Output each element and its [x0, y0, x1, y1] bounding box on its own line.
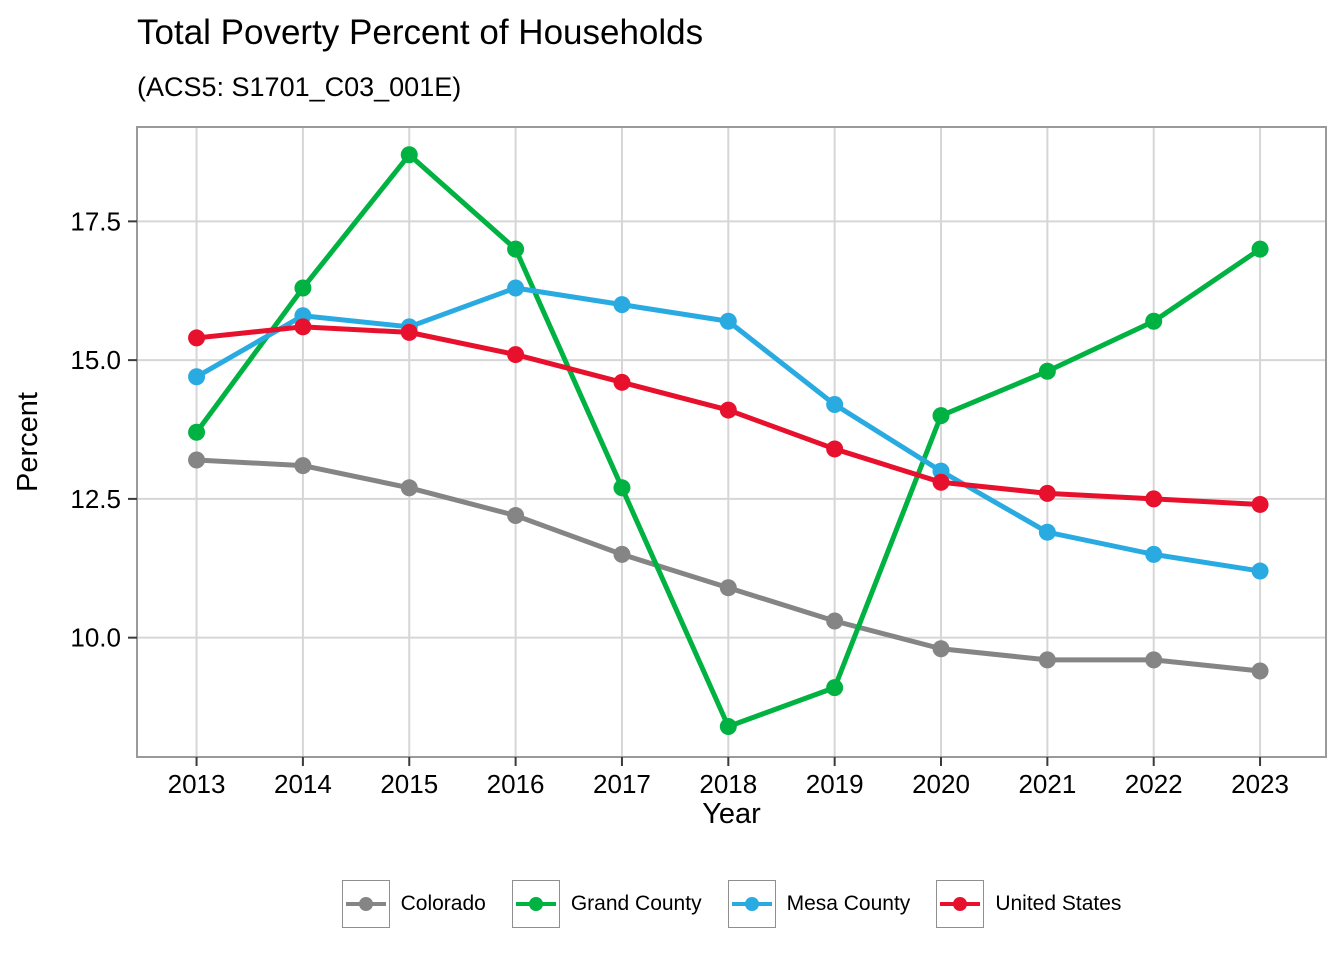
- data-point-mesa-county: [507, 279, 525, 297]
- data-point-colorado: [188, 451, 206, 469]
- data-point-mesa-county: [826, 396, 844, 414]
- data-point-united-states: [1038, 484, 1056, 502]
- x-tick-label: 2017: [593, 769, 651, 799]
- panel-background: [137, 127, 1326, 757]
- data-point-colorado: [1251, 662, 1269, 680]
- data-point-colorado: [294, 457, 312, 475]
- x-tick-label: 2015: [380, 769, 438, 799]
- legend-item-mesa-county: Mesa County: [727, 880, 911, 928]
- data-point-united-states: [1145, 490, 1163, 508]
- data-point-united-states: [400, 323, 418, 341]
- data-point-grand-county: [294, 279, 312, 297]
- data-point-grand-county: [1145, 312, 1163, 330]
- legend: Colorado Grand County Mesa County United St…: [137, 880, 1326, 928]
- data-point-grand-county: [400, 146, 418, 164]
- y-axis-title: Percent: [12, 392, 44, 492]
- chart-title: Total Poverty Percent of Households: [137, 13, 704, 52]
- data-point-colorado: [1038, 651, 1056, 669]
- data-point-colorado: [719, 579, 737, 597]
- legend-line-marker-icon: [511, 880, 560, 928]
- data-point-grand-county: [719, 717, 737, 735]
- chart-subtitle: (ACS5: S1701_C03_001E): [137, 72, 462, 102]
- x-tick-label: 2022: [1125, 769, 1183, 799]
- legend-line-marker-icon: [341, 880, 390, 928]
- x-axis-title: Year: [702, 798, 761, 830]
- legend-label: Mesa County: [786, 892, 911, 915]
- data-point-grand-county: [932, 407, 950, 425]
- data-point-colorado: [826, 612, 844, 630]
- data-point-mesa-county: [719, 312, 737, 330]
- data-point-united-states: [932, 473, 950, 491]
- data-point-united-states: [294, 318, 312, 336]
- y-tick-label: 10.0: [70, 623, 121, 653]
- data-point-united-states: [719, 401, 737, 419]
- panel-border: [136, 126, 1327, 758]
- data-point-grand-county: [1038, 362, 1056, 380]
- legend-item-colorado: Colorado: [341, 880, 486, 928]
- data-point-united-states: [1251, 495, 1269, 513]
- x-tick-label: 2016: [487, 769, 545, 799]
- legend-item-united-states: United States: [936, 880, 1121, 928]
- legend-item-grand-county: Grand County: [511, 880, 702, 928]
- x-tick-label: 2018: [699, 769, 757, 799]
- data-point-colorado: [400, 479, 418, 497]
- data-point-colorado: [932, 640, 950, 658]
- data-point-united-states: [613, 373, 631, 391]
- data-point-united-states: [826, 440, 844, 458]
- x-tick-label: 2021: [1018, 769, 1076, 799]
- data-point-mesa-county: [188, 368, 206, 386]
- legend-line-marker-icon: [936, 880, 985, 928]
- data-point-mesa-county: [1251, 562, 1269, 580]
- data-point-united-states: [507, 346, 525, 364]
- data-point-colorado: [1145, 651, 1163, 669]
- data-point-grand-county: [613, 479, 631, 497]
- data-point-grand-county: [507, 240, 525, 258]
- x-tick-label: 2013: [168, 769, 226, 799]
- x-tick-label: 2014: [274, 769, 332, 799]
- data-point-mesa-county: [1038, 523, 1056, 541]
- data-point-united-states: [188, 329, 206, 347]
- data-point-grand-county: [1251, 240, 1269, 258]
- y-tick-label: 12.5: [70, 484, 121, 514]
- x-tick-label: 2019: [806, 769, 864, 799]
- y-tick-label: 15.0: [70, 345, 121, 375]
- legend-label: United States: [995, 892, 1122, 915]
- x-tick-label: 2023: [1231, 769, 1289, 799]
- x-tick-label: 2020: [912, 769, 970, 799]
- legend-label: Colorado: [400, 892, 486, 915]
- legend-label: Grand County: [570, 892, 702, 915]
- data-point-colorado: [613, 545, 631, 563]
- data-point-mesa-county: [613, 296, 631, 314]
- data-point-grand-county: [826, 679, 844, 697]
- data-point-colorado: [507, 507, 525, 525]
- y-tick-label: 17.5: [70, 206, 121, 236]
- legend-line-marker-icon: [727, 880, 776, 928]
- data-point-grand-county: [188, 423, 206, 441]
- data-point-mesa-county: [1145, 545, 1163, 563]
